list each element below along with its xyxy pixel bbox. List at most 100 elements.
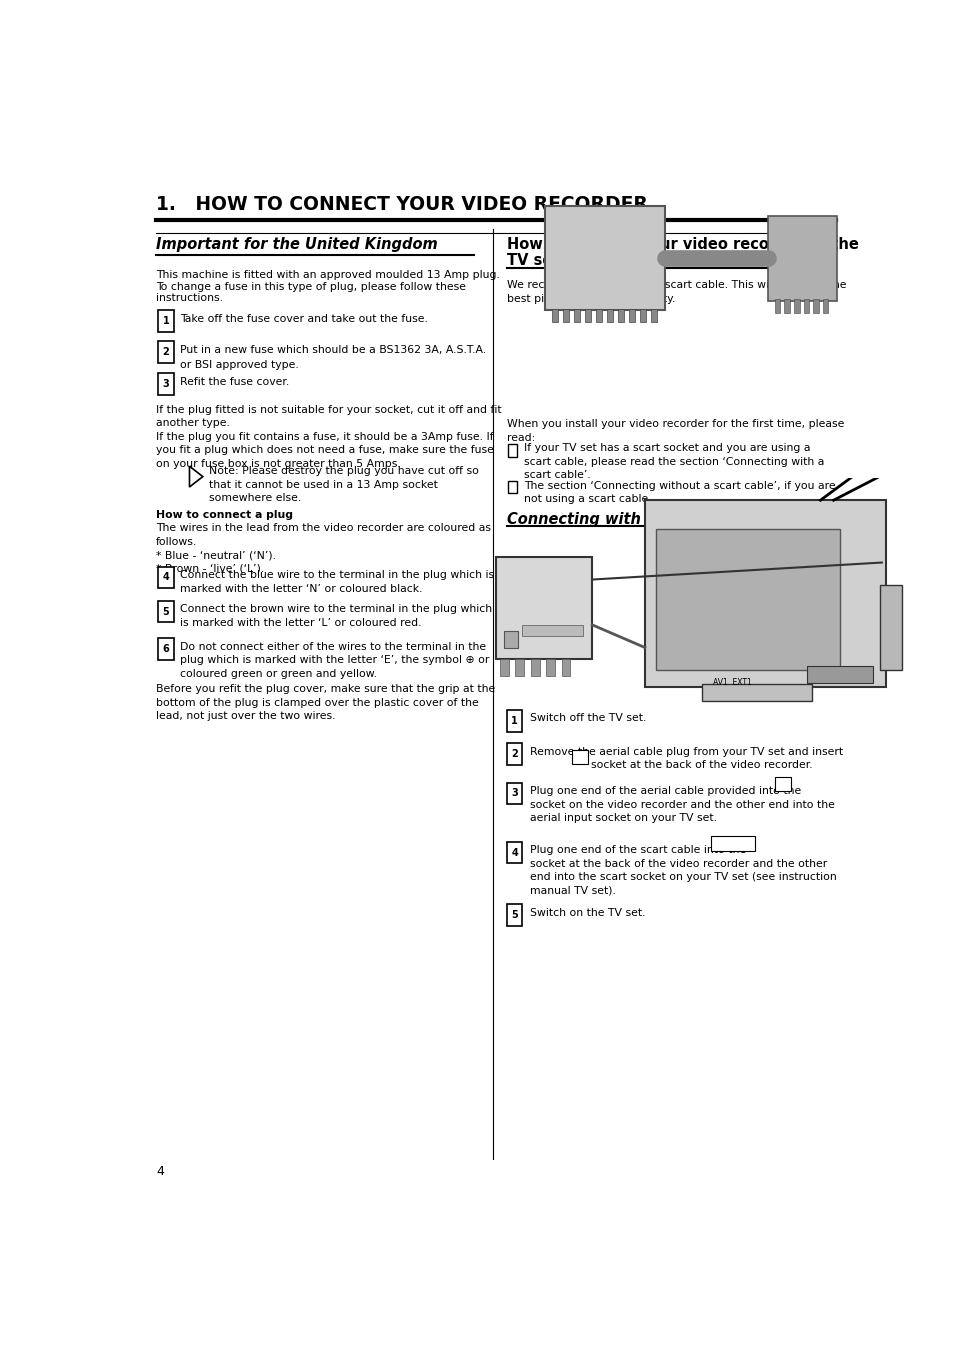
FancyBboxPatch shape: [158, 638, 173, 660]
Text: 1.   HOW TO CONNECT YOUR VIDEO RECORDER: 1. HOW TO CONNECT YOUR VIDEO RECORDER: [156, 196, 647, 214]
Text: end into the scart socket on your TV set (see instruction: end into the scart socket on your TV set…: [529, 873, 836, 882]
Bar: [802, 299, 808, 313]
Text: If the plug fitted is not suitable for your socket, cut it off and fit: If the plug fitted is not suitable for y…: [156, 405, 501, 415]
FancyBboxPatch shape: [158, 310, 173, 332]
Bar: [573, 309, 579, 322]
Bar: [701, 684, 811, 701]
Text: socket on the video recorder and the other end into the: socket on the video recorder and the oth…: [529, 800, 834, 809]
Text: manual TV set).: manual TV set).: [529, 886, 615, 896]
Text: 6: 6: [162, 643, 169, 654]
Bar: [656, 529, 840, 670]
Text: Remove the aerial cable plug from your TV set and insert: Remove the aerial cable plug from your T…: [529, 747, 841, 757]
Text: Important for the United Kingdom: Important for the United Kingdom: [156, 236, 437, 252]
Text: Plug one end of the scart cable into the: Plug one end of the scart cable into the: [529, 846, 745, 855]
FancyBboxPatch shape: [508, 444, 517, 457]
Bar: [628, 309, 634, 322]
Text: coloured green or green and yellow.: coloured green or green and yellow.: [180, 669, 376, 679]
Text: scart cable, please read the section ‘Connecting with a: scart cable, please read the section ‘Co…: [524, 457, 824, 467]
Text: Do not connect either of the wires to the terminal in the: Do not connect either of the wires to th…: [180, 642, 485, 652]
FancyBboxPatch shape: [774, 777, 790, 792]
FancyBboxPatch shape: [507, 782, 522, 804]
Text: 5: 5: [511, 911, 517, 920]
FancyBboxPatch shape: [158, 341, 173, 363]
Text: We recommend the use of a scart cable. This will give you the: We recommend the use of a scart cable. T…: [507, 281, 846, 290]
Text: Before you refit the plug cover, make sure that the grip at the: Before you refit the plug cover, make su…: [156, 684, 495, 695]
Text: or BSI approved type.: or BSI approved type.: [180, 360, 298, 370]
FancyBboxPatch shape: [710, 836, 755, 851]
Bar: [504, 630, 517, 648]
Text: AV1  EXT1: AV1 EXT1: [713, 679, 751, 687]
Text: Connecting with a scart cable: Connecting with a scart cable: [507, 511, 751, 527]
Bar: [650, 309, 656, 322]
Bar: [774, 299, 780, 313]
Text: If your TV set has a scart socket and you are using a: If your TV set has a scart socket and yo…: [524, 444, 810, 453]
Text: 2: 2: [162, 347, 169, 357]
Bar: [496, 557, 592, 658]
Text: How to connect your video recorder to the: How to connect your video recorder to th…: [507, 236, 859, 252]
Text: Put in a new fuse which should be a BS1362 3A, A.S.T.A.: Put in a new fuse which should be a BS13…: [180, 345, 485, 355]
Text: plug which is marked with the letter ‘E’, the symbol ⊕ or: plug which is marked with the letter ‘E’…: [180, 656, 489, 665]
Text: 4: 4: [156, 1164, 164, 1178]
Text: The section ‘Connecting without a scart cable’, if you are: The section ‘Connecting without a scart …: [524, 480, 835, 491]
Bar: [644, 500, 885, 687]
Text: 4: 4: [511, 847, 517, 858]
FancyBboxPatch shape: [158, 567, 173, 588]
Text: Take off the fuse cover and take out the fuse.: Take off the fuse cover and take out the…: [180, 313, 427, 324]
Bar: [561, 658, 570, 676]
Bar: [551, 309, 558, 322]
Text: Switch on the TV set.: Switch on the TV set.: [529, 908, 644, 917]
FancyBboxPatch shape: [158, 600, 173, 622]
Text: This machine is fitted with an approved moulded 13 Amp plug.
To change a fuse in: This machine is fitted with an approved …: [156, 270, 499, 304]
Text: Refit the fuse cover.: Refit the fuse cover.: [180, 376, 289, 387]
Bar: [822, 299, 827, 313]
Bar: [806, 665, 872, 683]
Bar: [545, 658, 555, 676]
Text: * Blue - ‘neutral’ (‘N’).: * Blue - ‘neutral’ (‘N’).: [156, 550, 276, 560]
Text: not using a scart cable.: not using a scart cable.: [524, 494, 651, 505]
Text: 5: 5: [162, 607, 169, 616]
Text: TV: TV: [575, 753, 584, 762]
Text: 3: 3: [511, 788, 517, 799]
Text: 1: 1: [162, 316, 169, 326]
Polygon shape: [544, 206, 664, 310]
Text: lead, not just over the two wires.: lead, not just over the two wires.: [156, 711, 335, 722]
Text: Note: Please destroy the plug you have cut off so: Note: Please destroy the plug you have c…: [210, 467, 478, 476]
Bar: [879, 585, 901, 670]
Text: somewhere else.: somewhere else.: [210, 494, 301, 503]
Text: TV set: TV set: [507, 254, 559, 268]
Text: best picture and sound quality.: best picture and sound quality.: [507, 294, 675, 304]
Text: follows.: follows.: [156, 537, 197, 546]
Bar: [499, 658, 508, 676]
Text: socket at the back of the video recorder and the other: socket at the back of the video recorder…: [529, 859, 826, 869]
Text: on your fuse box is not greater than 5 Amps.: on your fuse box is not greater than 5 A…: [156, 459, 400, 469]
Text: another type.: another type.: [156, 418, 230, 429]
Text: ▦: ▦: [779, 780, 786, 789]
FancyBboxPatch shape: [507, 842, 522, 863]
Polygon shape: [767, 216, 836, 301]
Polygon shape: [190, 467, 203, 487]
Text: If the plug you fit contains a fuse, it should be a 3Amp fuse. If: If the plug you fit contains a fuse, it …: [156, 432, 494, 442]
Bar: [813, 299, 818, 313]
Text: is marked with the letter ‘L’ or coloured red.: is marked with the letter ‘L’ or coloure…: [180, 618, 421, 627]
Bar: [617, 309, 623, 322]
Text: 2: 2: [511, 749, 517, 759]
Text: socket at the back of the video recorder.: socket at the back of the video recorder…: [590, 761, 812, 770]
Text: Connect the blue wire to the terminal in the plug which is: Connect the blue wire to the terminal in…: [180, 571, 494, 580]
Text: scart cable’.: scart cable’.: [524, 471, 591, 480]
Text: Connect the brown wire to the terminal in the plug which: Connect the brown wire to the terminal i…: [180, 604, 492, 614]
Bar: [606, 309, 612, 322]
Bar: [783, 299, 789, 313]
Bar: [639, 309, 645, 322]
FancyBboxPatch shape: [158, 374, 173, 395]
Text: EXT.1 AV 1: EXT.1 AV 1: [714, 840, 751, 846]
Text: How to connect a plug: How to connect a plug: [156, 510, 293, 519]
Text: that it cannot be used in a 13 Amp socket: that it cannot be used in a 13 Amp socke…: [210, 480, 437, 490]
FancyBboxPatch shape: [508, 480, 517, 494]
Text: Plug one end of the aerial cable provided into the: Plug one end of the aerial cable provide…: [529, 786, 800, 796]
Text: Switch off the TV set.: Switch off the TV set.: [529, 714, 645, 723]
Bar: [793, 299, 799, 313]
Text: aerial input socket on your TV set.: aerial input socket on your TV set.: [529, 813, 716, 823]
Bar: [530, 658, 539, 676]
Bar: [584, 309, 590, 322]
FancyBboxPatch shape: [507, 743, 522, 765]
